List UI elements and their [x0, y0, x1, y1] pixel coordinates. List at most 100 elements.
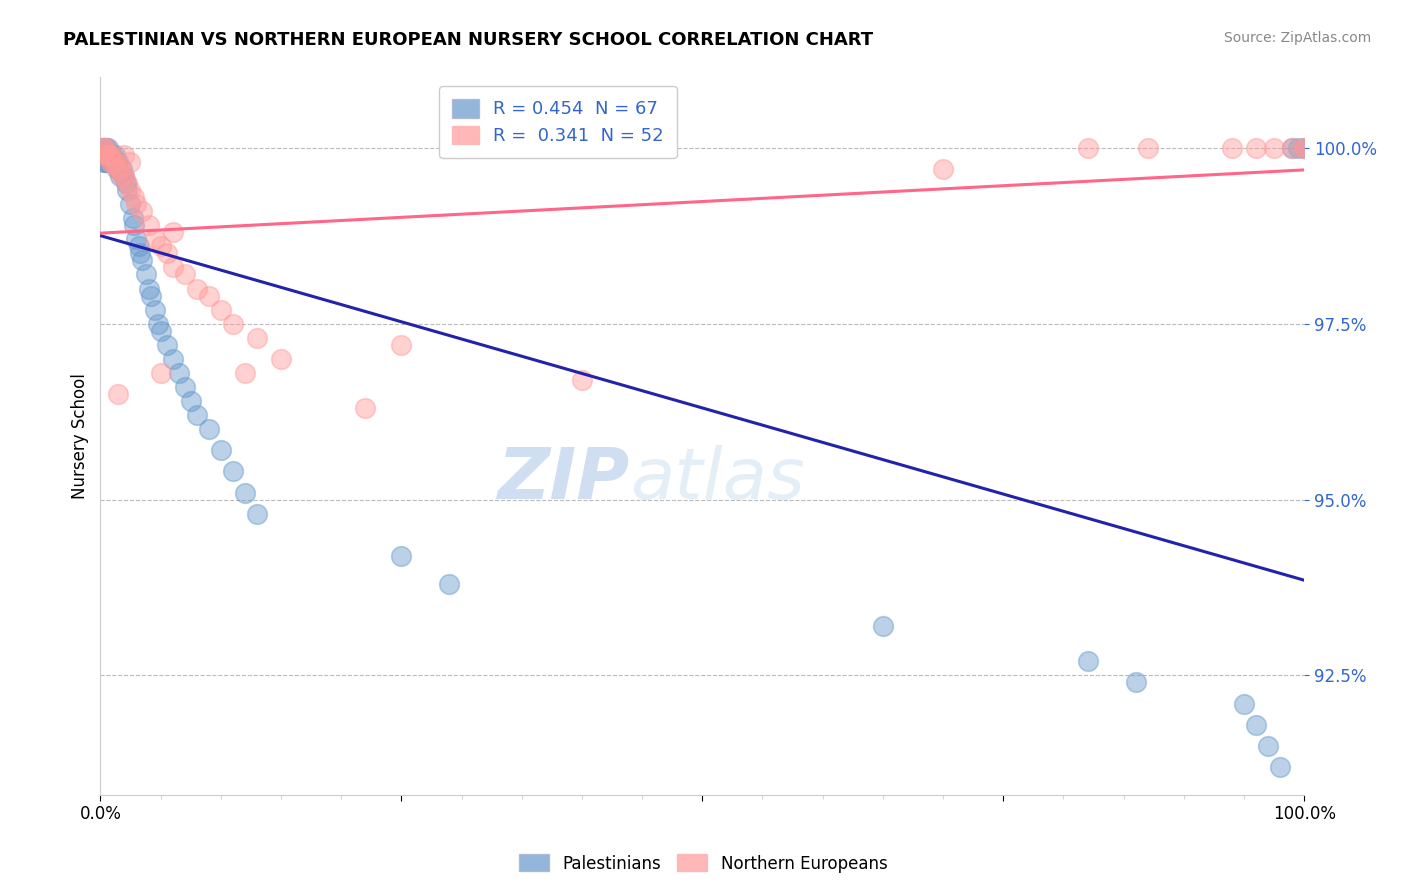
Point: [1076, 654, 1098, 668]
Point: [932, 161, 955, 176]
Point: [125, 232, 148, 246]
Point: [96, 148, 118, 162]
Point: [91, 141, 114, 155]
Text: Source: ZipAtlas.com: Source: ZipAtlas.com: [1223, 31, 1371, 45]
Text: ZIP: ZIP: [498, 445, 630, 514]
Point: [122, 218, 145, 232]
Point: [98, 154, 121, 169]
Point: [143, 232, 166, 246]
Point: [173, 380, 195, 394]
Point: [100, 148, 122, 162]
Point: [121, 211, 143, 226]
Point: [186, 408, 208, 422]
Point: [149, 324, 172, 338]
Point: [108, 169, 131, 183]
Point: [97, 141, 120, 155]
Point: [91, 148, 114, 162]
Point: [115, 176, 138, 190]
Point: [112, 169, 135, 183]
Point: [246, 507, 269, 521]
Point: [1257, 739, 1279, 753]
Point: [180, 394, 202, 409]
Point: [128, 239, 150, 253]
Point: [93, 154, 115, 169]
Point: [120, 197, 142, 211]
Point: [1294, 141, 1316, 155]
Point: [1294, 141, 1316, 155]
Point: [96, 141, 118, 155]
Point: [571, 373, 593, 387]
Point: [167, 366, 190, 380]
Legend: Palestinians, Northern Europeans: Palestinians, Northern Europeans: [512, 847, 894, 880]
Point: [100, 154, 122, 169]
Legend: R = 0.454  N = 67, R =  0.341  N = 52: R = 0.454 N = 67, R = 0.341 N = 52: [439, 87, 676, 158]
Point: [131, 204, 153, 219]
Y-axis label: Nursery School: Nursery School: [72, 374, 89, 500]
Point: [149, 239, 172, 253]
Point: [162, 260, 184, 275]
Point: [91, 141, 114, 155]
Point: [120, 183, 142, 197]
Point: [93, 141, 115, 155]
Text: PALESTINIAN VS NORTHERN EUROPEAN NURSERY SCHOOL CORRELATION CHART: PALESTINIAN VS NORTHERN EUROPEAN NURSERY…: [63, 31, 873, 49]
Point: [107, 387, 129, 401]
Point: [96, 141, 118, 155]
Point: [115, 183, 138, 197]
Point: [114, 176, 136, 190]
Point: [1233, 697, 1256, 711]
Text: atlas: atlas: [630, 445, 804, 514]
Point: [1125, 675, 1147, 690]
Point: [270, 351, 292, 366]
Point: [112, 148, 135, 162]
Point: [155, 246, 177, 260]
Point: [97, 148, 120, 162]
Point: [389, 549, 412, 563]
Point: [138, 281, 160, 295]
Point: [139, 288, 162, 302]
Point: [131, 253, 153, 268]
Point: [138, 218, 160, 232]
Point: [186, 281, 208, 295]
Point: [101, 154, 124, 169]
Point: [105, 154, 128, 169]
Point: [105, 161, 128, 176]
Point: [1076, 141, 1098, 155]
Point: [97, 154, 120, 169]
Point: [246, 331, 269, 345]
Point: [111, 169, 134, 183]
Point: [98, 154, 121, 169]
Point: [197, 422, 219, 436]
Point: [1220, 141, 1243, 155]
Point: [94, 141, 117, 155]
Point: [108, 161, 131, 176]
Point: [389, 338, 412, 352]
Point: [197, 288, 219, 302]
Point: [97, 148, 120, 162]
Point: [1281, 141, 1303, 155]
Point: [129, 246, 152, 260]
Point: [105, 161, 128, 176]
Point: [233, 366, 256, 380]
Point: [209, 302, 232, 317]
Point: [439, 577, 461, 591]
Point: [1263, 141, 1285, 155]
Point: [143, 302, 166, 317]
Point: [1244, 717, 1267, 731]
Point: [104, 148, 127, 162]
Point: [97, 148, 120, 162]
Point: [1244, 141, 1267, 155]
Point: [135, 268, 157, 282]
Point: [233, 485, 256, 500]
Point: [94, 148, 117, 162]
Point: [112, 169, 135, 183]
Point: [98, 148, 121, 162]
Point: [162, 225, 184, 239]
Point: [209, 443, 232, 458]
Point: [1268, 760, 1291, 774]
Point: [450, 141, 472, 155]
Point: [146, 317, 169, 331]
Point: [93, 141, 115, 155]
Point: [1294, 141, 1316, 155]
Point: [872, 619, 894, 633]
Point: [107, 154, 129, 169]
